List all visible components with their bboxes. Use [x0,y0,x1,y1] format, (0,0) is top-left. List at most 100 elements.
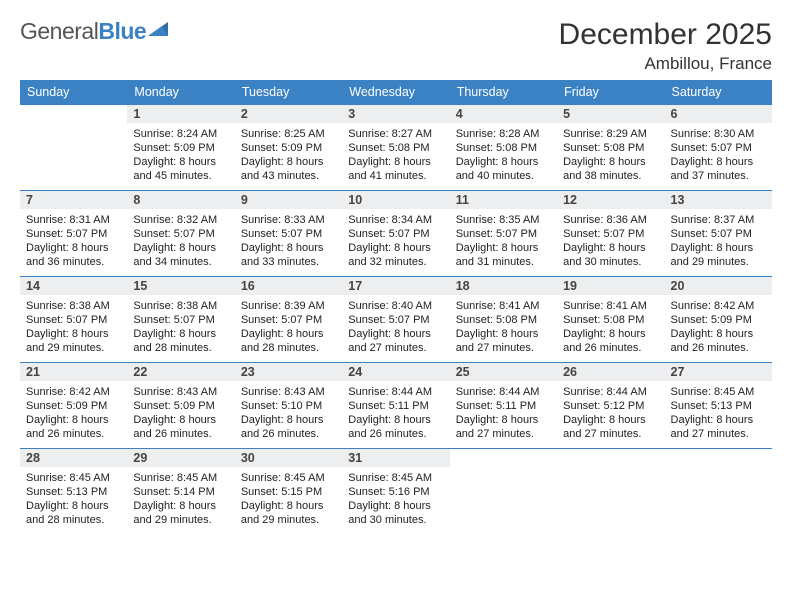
day-cell: 1Sunrise: 8:24 AMSunset: 5:09 PMDaylight… [127,104,234,190]
day-info: Sunrise: 8:34 AMSunset: 5:07 PMDaylight:… [342,210,449,275]
sunset-line: Sunset: 5:08 PM [348,141,443,155]
day-number: 6 [665,105,772,123]
day-info: Sunrise: 8:41 AMSunset: 5:08 PMDaylight:… [450,296,557,361]
daylight-line: Daylight: 8 hours and 31 minutes. [456,241,551,269]
day-number: 20 [665,277,772,295]
daylight-line: Daylight: 8 hours and 37 minutes. [671,155,766,183]
day-info: Sunrise: 8:39 AMSunset: 5:07 PMDaylight:… [235,296,342,361]
sunrise-line: Sunrise: 8:24 AM [133,127,228,141]
day-info: Sunrise: 8:30 AMSunset: 5:07 PMDaylight:… [665,124,772,189]
day-number: 29 [127,449,234,467]
day-info: Sunrise: 8:44 AMSunset: 5:11 PMDaylight:… [450,382,557,447]
day-info: Sunrise: 8:42 AMSunset: 5:09 PMDaylight:… [665,296,772,361]
daylight-line: Daylight: 8 hours and 30 minutes. [563,241,658,269]
day-number: 24 [342,363,449,381]
sunrise-line: Sunrise: 8:32 AM [133,213,228,227]
day-cell: 26Sunrise: 8:44 AMSunset: 5:12 PMDayligh… [557,362,664,448]
sunrise-line: Sunrise: 8:36 AM [563,213,658,227]
sunrise-line: Sunrise: 8:38 AM [26,299,121,313]
day-cell: 20Sunrise: 8:42 AMSunset: 5:09 PMDayligh… [665,276,772,362]
sunset-line: Sunset: 5:16 PM [348,485,443,499]
day-cell: 8Sunrise: 8:32 AMSunset: 5:07 PMDaylight… [127,190,234,276]
day-info: Sunrise: 8:43 AMSunset: 5:10 PMDaylight:… [235,382,342,447]
daylight-line: Daylight: 8 hours and 26 minutes. [563,327,658,355]
title-block: December 2025 Ambillou, France [559,18,772,74]
logo-text: GeneralBlue [20,18,146,45]
sunrise-line: Sunrise: 8:40 AM [348,299,443,313]
sunset-line: Sunset: 5:07 PM [241,313,336,327]
sunrise-line: Sunrise: 8:41 AM [456,299,551,313]
day-number: 17 [342,277,449,295]
day-cell: 5Sunrise: 8:29 AMSunset: 5:08 PMDaylight… [557,104,664,190]
day-info: Sunrise: 8:42 AMSunset: 5:09 PMDaylight:… [20,382,127,447]
day-number: 11 [450,191,557,209]
day-number: 8 [127,191,234,209]
daylight-line: Daylight: 8 hours and 27 minutes. [456,413,551,441]
day-info: Sunrise: 8:38 AMSunset: 5:07 PMDaylight:… [20,296,127,361]
sunrise-line: Sunrise: 8:27 AM [348,127,443,141]
day-cell: 23Sunrise: 8:43 AMSunset: 5:10 PMDayligh… [235,362,342,448]
day-number: 10 [342,191,449,209]
sunset-line: Sunset: 5:07 PM [348,313,443,327]
day-number: 4 [450,105,557,123]
sunrise-line: Sunrise: 8:31 AM [26,213,121,227]
daylight-line: Daylight: 8 hours and 28 minutes. [241,327,336,355]
day-number: 16 [235,277,342,295]
day-number: 1 [127,105,234,123]
sunset-line: Sunset: 5:07 PM [671,141,766,155]
day-cell: 19Sunrise: 8:41 AMSunset: 5:08 PMDayligh… [557,276,664,362]
day-info: Sunrise: 8:40 AMSunset: 5:07 PMDaylight:… [342,296,449,361]
daylight-line: Daylight: 8 hours and 29 minutes. [26,327,121,355]
day-info: Sunrise: 8:32 AMSunset: 5:07 PMDaylight:… [127,210,234,275]
sunrise-line: Sunrise: 8:38 AM [133,299,228,313]
sunset-line: Sunset: 5:11 PM [456,399,551,413]
day-number: 25 [450,363,557,381]
month-title: December 2025 [559,18,772,52]
sunset-line: Sunset: 5:08 PM [456,313,551,327]
daylight-line: Daylight: 8 hours and 41 minutes. [348,155,443,183]
day-info: Sunrise: 8:33 AMSunset: 5:07 PMDaylight:… [235,210,342,275]
day-info: Sunrise: 8:24 AMSunset: 5:09 PMDaylight:… [127,124,234,189]
sunrise-line: Sunrise: 8:37 AM [671,213,766,227]
day-info: Sunrise: 8:37 AMSunset: 5:07 PMDaylight:… [665,210,772,275]
weekday-header: Saturday [665,80,772,104]
daylight-line: Daylight: 8 hours and 33 minutes. [241,241,336,269]
day-number: 5 [557,105,664,123]
sunrise-line: Sunrise: 8:45 AM [671,385,766,399]
day-cell: 22Sunrise: 8:43 AMSunset: 5:09 PMDayligh… [127,362,234,448]
day-number: 31 [342,449,449,467]
weekday-header-row: SundayMondayTuesdayWednesdayThursdayFrid… [20,80,772,104]
sunset-line: Sunset: 5:07 PM [26,227,121,241]
sunrise-line: Sunrise: 8:25 AM [241,127,336,141]
sunrise-line: Sunrise: 8:34 AM [348,213,443,227]
day-cell: 24Sunrise: 8:44 AMSunset: 5:11 PMDayligh… [342,362,449,448]
day-number: 23 [235,363,342,381]
day-cell: 14Sunrise: 8:38 AMSunset: 5:07 PMDayligh… [20,276,127,362]
day-number: 2 [235,105,342,123]
sunset-line: Sunset: 5:08 PM [563,141,658,155]
weekday-header: Monday [127,80,234,104]
sunrise-line: Sunrise: 8:42 AM [671,299,766,313]
day-info: Sunrise: 8:44 AMSunset: 5:12 PMDaylight:… [557,382,664,447]
sunrise-line: Sunrise: 8:45 AM [241,471,336,485]
weekday-header: Thursday [450,80,557,104]
sunset-line: Sunset: 5:07 PM [456,227,551,241]
logo-word-2: Blue [98,18,146,44]
daylight-line: Daylight: 8 hours and 29 minutes. [671,241,766,269]
day-cell: 31Sunrise: 8:45 AMSunset: 5:16 PMDayligh… [342,448,449,534]
sunrise-line: Sunrise: 8:33 AM [241,213,336,227]
sunset-line: Sunset: 5:15 PM [241,485,336,499]
day-number: 12 [557,191,664,209]
sunset-line: Sunset: 5:09 PM [133,399,228,413]
daylight-line: Daylight: 8 hours and 27 minutes. [563,413,658,441]
day-number: 26 [557,363,664,381]
sunset-line: Sunset: 5:07 PM [26,313,121,327]
daylight-line: Daylight: 8 hours and 36 minutes. [26,241,121,269]
day-cell: 13Sunrise: 8:37 AMSunset: 5:07 PMDayligh… [665,190,772,276]
sunrise-line: Sunrise: 8:44 AM [563,385,658,399]
sunset-line: Sunset: 5:09 PM [26,399,121,413]
daylight-line: Daylight: 8 hours and 26 minutes. [133,413,228,441]
daylight-line: Daylight: 8 hours and 29 minutes. [241,499,336,527]
header: GeneralBlue December 2025 Ambillou, Fran… [20,18,772,74]
day-info: Sunrise: 8:29 AMSunset: 5:08 PMDaylight:… [557,124,664,189]
